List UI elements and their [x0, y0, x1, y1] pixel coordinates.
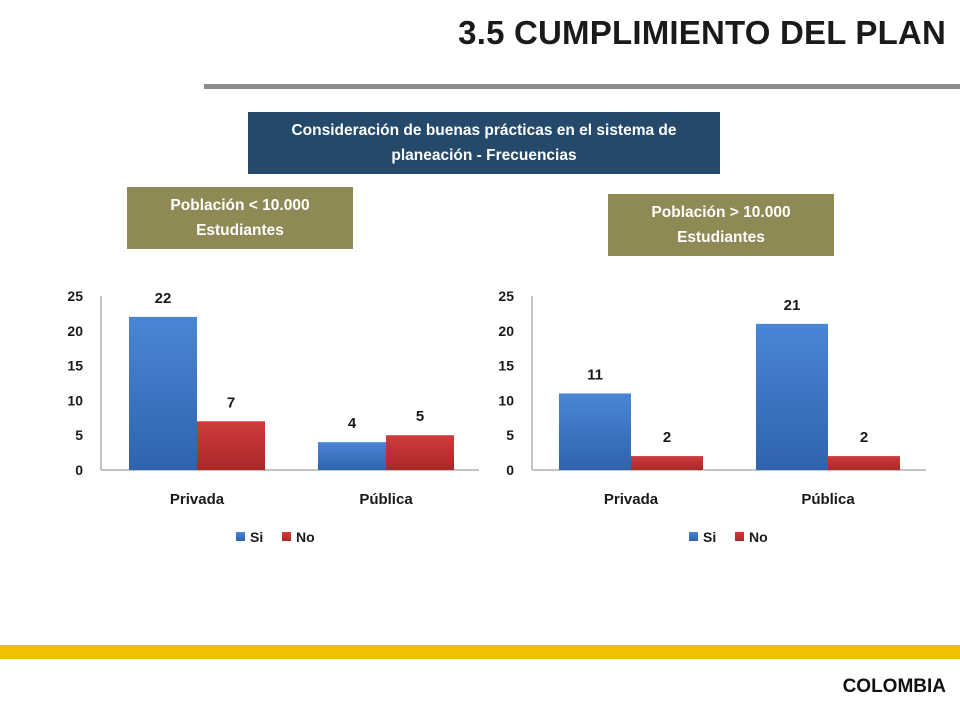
legend-label: No	[749, 529, 768, 545]
data-label: 2	[860, 429, 868, 446]
bar-si-pública	[318, 442, 386, 470]
data-label: 22	[155, 290, 172, 307]
y-tick-label: 20	[498, 323, 514, 339]
bar-no-pública	[828, 456, 900, 470]
y-tick-label: 0	[506, 462, 514, 478]
legend-swatch-no	[282, 532, 291, 541]
data-label: 4	[348, 415, 357, 432]
y-tick-label: 25	[498, 288, 514, 304]
y-tick-label: 25	[67, 288, 83, 304]
y-tick-label: 5	[506, 427, 514, 443]
legend-swatch-no	[735, 532, 744, 541]
y-tick-label: 10	[498, 392, 514, 408]
bar-no-privada	[197, 421, 265, 470]
x-category-label: Pública	[801, 491, 855, 508]
x-category-label: Privada	[170, 491, 225, 508]
data-label: 11	[587, 366, 603, 383]
legend-swatch-si	[689, 532, 698, 541]
y-tick-label: 5	[75, 427, 83, 443]
data-label: 7	[227, 394, 235, 411]
y-tick-label: 20	[67, 323, 83, 339]
legend-label: Si	[250, 529, 263, 545]
legend-label: Si	[703, 529, 716, 545]
footer-band	[0, 645, 960, 659]
y-tick-label: 15	[498, 358, 514, 374]
y-tick-label: 10	[67, 392, 83, 408]
legend-label: No	[296, 529, 315, 545]
bar-no-pública	[386, 435, 454, 470]
bar-si-privada	[559, 393, 631, 470]
bar-chart-small-population: 0 5 10 15 20 25 22 7 Privada 4 5 Pública Si No	[67, 288, 479, 545]
data-label: 2	[663, 429, 671, 446]
footer-country: COLOMBIA	[842, 676, 946, 697]
legend-swatch-si	[236, 532, 245, 541]
x-category-label: Pública	[359, 491, 413, 508]
bar-chart-large-population: 0 5 10 15 20 25 11 2 Privada 21 2 Pública Si No	[498, 288, 926, 545]
slide-title: 3.5 CUMPLIMIENTO DEL PLAN	[458, 14, 946, 51]
group-label-right: Población > 10.000 Estudiantes	[608, 194, 834, 256]
bar-si-pública	[756, 323, 828, 470]
data-label: 21	[784, 297, 801, 314]
bar-no-privada	[631, 456, 703, 470]
chart-subtitle-box: Consideración de buenas prácticas en el …	[248, 112, 720, 174]
title-underline	[204, 84, 960, 89]
y-tick-label: 0	[75, 462, 83, 478]
bar-si-privada	[129, 316, 197, 470]
x-category-label: Privada	[604, 491, 659, 508]
group-label-left: Población < 10.000 Estudiantes	[127, 187, 353, 249]
data-label: 5	[416, 408, 424, 425]
y-tick-label: 15	[67, 358, 83, 374]
